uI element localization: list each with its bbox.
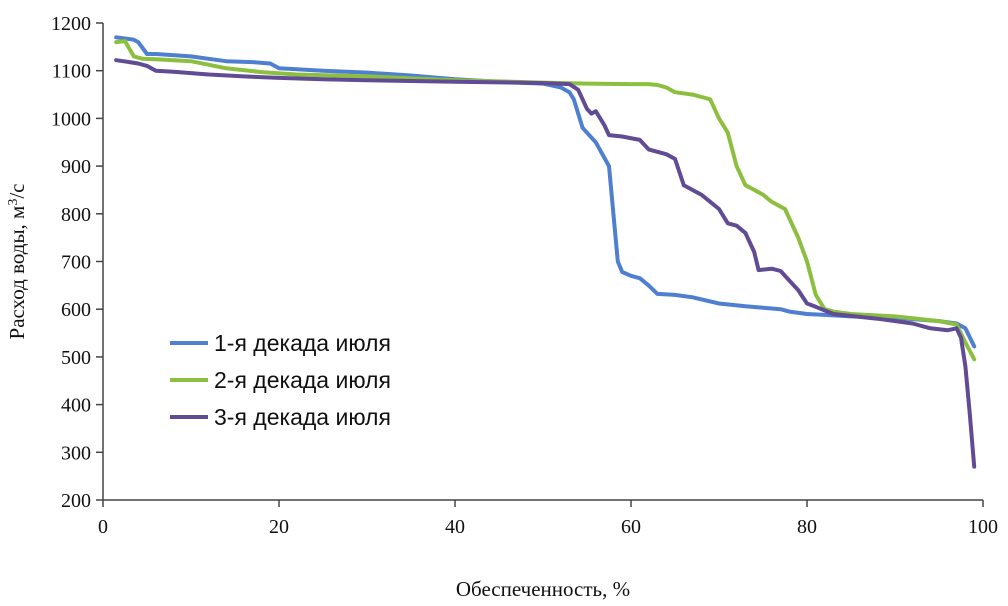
y-tick-label: 400: [61, 395, 91, 417]
y-tick-label: 1100: [52, 61, 91, 83]
y-tick-label: 900: [61, 156, 91, 178]
legend-label-2: 2-я декада июля: [214, 367, 391, 393]
series-line-1: [114, 35, 977, 349]
x-tick-label: 40: [445, 516, 465, 538]
y-tick-label: 800: [61, 204, 91, 226]
x-tick-label: 0: [98, 516, 108, 538]
x-tick-label: 20: [269, 516, 289, 538]
legend-label-1: 1-я декада июля: [214, 330, 391, 356]
x-tick-label: 60: [621, 516, 641, 538]
series-line-3: [114, 58, 977, 469]
legend-label-3: 3-я декада июля: [214, 404, 391, 430]
y-axis-title-sup: 3: [6, 199, 21, 206]
y-tick-label: 1000: [51, 108, 91, 130]
y-tick-label: 500: [61, 347, 91, 369]
y-tick-label: 600: [61, 299, 91, 321]
y-tick-label: 200: [61, 490, 91, 512]
x-tick-label: 100: [968, 516, 998, 538]
y-tick-label: 1200: [51, 13, 91, 35]
legend: 1-я декада июля 2-я декада июля 3-я декада…: [170, 330, 391, 430]
y-tick-label: 300: [61, 442, 91, 464]
series-layer: [114, 35, 977, 469]
y-axis-title-suffix: /с: [5, 184, 29, 199]
series-line-2: [114, 39, 977, 362]
axes: 200 300 400 500 600 700 800 900 1000 1100 1200 0 20 4…: [51, 13, 998, 538]
y-axis-title: Расход воды, м3/с: [5, 184, 29, 340]
y-axis-title-prefix: Расход воды, м: [5, 206, 29, 340]
x-tick-label: 80: [797, 516, 817, 538]
x-axis-title: Обеспеченность, %: [456, 577, 630, 601]
y-tick-label: 700: [61, 252, 91, 274]
